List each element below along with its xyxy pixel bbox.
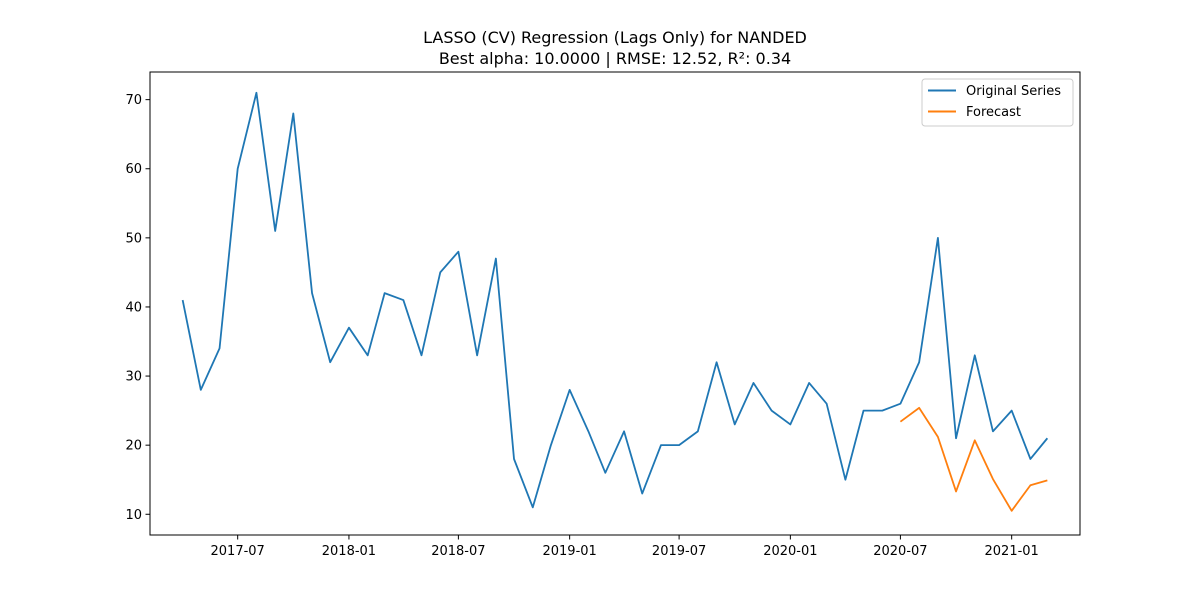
data-point-original-series: [310, 291, 315, 296]
plot-area-frame: [149, 71, 1081, 536]
data-point-original-series: [658, 443, 663, 448]
y-tick-label: 30: [125, 370, 142, 385]
data-point-original-series: [1045, 436, 1050, 441]
chart-subtitle: Best alpha: 10.0000 | RMSE: 12.52, R²: 0…: [439, 49, 791, 68]
chart-title: LASSO (CV) Regression (Lags Only) for NA…: [423, 28, 807, 47]
x-tick-label: 2021-01: [985, 544, 1039, 559]
data-point-forecast: [972, 438, 977, 443]
x-tick-label: 2020-07: [873, 544, 927, 559]
data-point-forecast: [917, 405, 922, 410]
data-point-original-series: [254, 90, 259, 95]
data-point-original-series: [475, 353, 480, 358]
data-point-original-series: [180, 298, 185, 303]
y-tick-label: 60: [125, 162, 142, 177]
data-point-original-series: [586, 429, 591, 434]
axis-ticks: 2017-07 2018-01 2018-07 2019-01 2019-07 2020-…: [125, 93, 1038, 559]
data-point-original-series: [567, 387, 572, 392]
data-point-forecast: [1009, 508, 1014, 513]
y-tick-label: 40: [125, 300, 142, 315]
data-point-original-series: [622, 429, 627, 434]
x-tick-label: 2018-07: [431, 544, 485, 559]
data-point-forecast: [1028, 483, 1033, 488]
data-point-original-series: [291, 111, 296, 116]
data-point-original-series: [751, 380, 756, 385]
y-tick-label: 70: [125, 93, 142, 108]
data-point-original-series: [328, 360, 333, 365]
data-point-original-series: [695, 429, 700, 434]
data-point-original-series: [346, 325, 351, 330]
y-tick-label: 50: [125, 231, 142, 246]
data-point-original-series: [880, 408, 885, 413]
data-point-forecast: [954, 489, 959, 494]
data-point-original-series: [917, 360, 922, 365]
data-point-original-series: [365, 353, 370, 358]
y-tick-label: 10: [125, 508, 142, 523]
data-point-original-series: [456, 249, 461, 254]
data-point-original-series: [382, 291, 387, 296]
data-point-original-series: [824, 401, 829, 406]
data-point-original-series: [935, 235, 940, 240]
x-tick-label: 2018-01: [322, 544, 376, 559]
data-point-original-series: [1009, 408, 1014, 413]
data-point-original-series: [493, 256, 498, 261]
data-point-original-series: [714, 360, 719, 365]
data-point-forecast: [990, 477, 995, 482]
legend: Original Series Forecast: [921, 78, 1074, 127]
data-point-original-series: [438, 270, 443, 275]
data-point-original-series: [861, 408, 866, 413]
x-tick-label: 2020-01: [763, 544, 817, 559]
data-point-original-series: [235, 166, 240, 171]
data-point-original-series: [640, 491, 645, 496]
data-point-original-series: [603, 470, 608, 475]
data-point-original-series: [954, 436, 959, 441]
data-point-original-series: [788, 422, 793, 427]
data-point-original-series: [401, 298, 406, 303]
x-tick-label: 2017-07: [211, 544, 265, 559]
data-point-original-series: [843, 477, 848, 482]
data-point-original-series: [1028, 456, 1033, 461]
data-point-forecast: [935, 434, 940, 439]
data-point-original-series: [769, 408, 774, 413]
data-point-original-series: [217, 346, 222, 351]
data-point-original-series: [273, 228, 278, 233]
data-point-original-series: [972, 353, 977, 358]
data-point-original-series: [512, 456, 517, 461]
data-point-original-series: [548, 443, 553, 448]
data-point-original-series: [530, 505, 535, 510]
series-line-forecast: [899, 406, 1048, 512]
data-point-original-series: [807, 380, 812, 385]
data-point-original-series: [898, 401, 903, 406]
legend-label-original-series: Original Series: [966, 84, 1061, 99]
series-layer: [180, 90, 1050, 513]
data-point-original-series: [198, 387, 203, 392]
data-point-original-series: [990, 429, 995, 434]
data-point-forecast: [1045, 478, 1050, 483]
data-point-original-series: [732, 422, 737, 427]
data-point-original-series: [677, 443, 682, 448]
data-point-forecast: [898, 419, 903, 424]
data-point-original-series: [419, 353, 424, 358]
x-tick-label: 2019-01: [542, 544, 596, 559]
y-tick-label: 20: [125, 439, 142, 454]
legend-label-forecast: Forecast: [966, 105, 1021, 120]
x-tick-label: 2019-07: [652, 544, 706, 559]
legend-box: [921, 78, 1074, 127]
series-line-original-series: [181, 91, 1049, 509]
